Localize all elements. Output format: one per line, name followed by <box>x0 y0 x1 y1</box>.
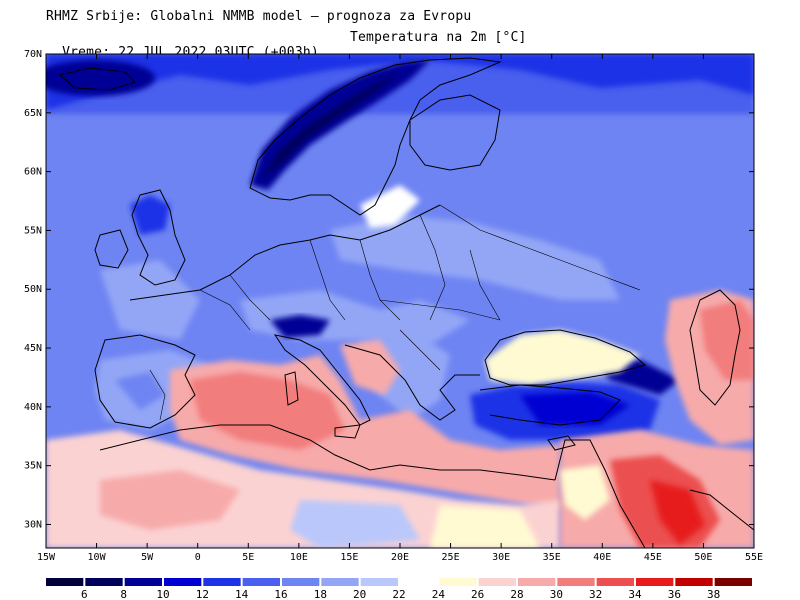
lon-tick-label: 35E <box>543 552 561 563</box>
parameter-name: Temperatura na 2m [°C] <box>350 30 527 45</box>
colorbar-swatch <box>360 578 398 586</box>
lon-tick-label: 15E <box>340 552 358 563</box>
colorbar: 6 8 10 12 14 16 18 20 22 24 26 28 30 32 34 36 38 <box>46 578 752 600</box>
colorbar-swatch <box>596 578 634 586</box>
colorbar-label: 24 <box>432 588 446 600</box>
colorbar-swatch <box>478 578 516 586</box>
colorbar-label: 14 <box>235 588 249 600</box>
colorbar-swatch <box>85 578 123 586</box>
lon-tick-label: 45E <box>644 552 662 563</box>
colorbar-swatch <box>164 578 202 586</box>
lon-tick-label: 20E <box>391 552 409 563</box>
latitude-labels: 70N 65N 60N 55N 50N 45N 40N 35N 30N <box>24 49 42 530</box>
lon-tick-label: 10W <box>88 552 107 563</box>
colorbar-swatch <box>518 578 556 586</box>
lon-tick-label: 25E <box>442 552 460 563</box>
longitude-ticks <box>45 54 755 548</box>
lat-tick-label: 30N <box>24 519 42 530</box>
colorbar-label: 36 <box>668 588 681 600</box>
lon-tick-label: 30E <box>492 552 510 563</box>
colorbar-label: 22 <box>392 588 405 600</box>
lat-tick-label: 70N <box>24 49 42 60</box>
lat-tick-label: 40N <box>24 402 42 413</box>
colorbar-swatch <box>714 578 752 586</box>
lon-tick-label: 50E <box>694 552 712 563</box>
country-borders <box>149 204 641 421</box>
colorbar-swatch <box>321 578 359 586</box>
lon-tick-label: 40E <box>593 552 611 563</box>
colorbar-swatch <box>557 578 595 586</box>
colorbar-swatch <box>124 578 162 586</box>
colorbar-label: 28 <box>510 588 523 600</box>
colorbar-label: 32 <box>589 588 602 600</box>
colorbar-label: 10 <box>156 588 169 600</box>
colorbar-label: 16 <box>274 588 287 600</box>
lon-tick-label: 15W <box>37 552 56 563</box>
colorbar-label: 34 <box>628 588 642 600</box>
colorbar-label: 30 <box>550 588 563 600</box>
colorbar-label: 26 <box>471 588 484 600</box>
longitude-labels: 15W 10W 5W 0 5E 10E 15E 20E 25E 30E 35E 40E 45E 50E 55… <box>37 552 763 563</box>
coastlines <box>58 57 754 548</box>
lon-tick-label: 0 <box>195 552 201 563</box>
lat-tick-label: 45N <box>24 343 42 354</box>
latitude-ticks <box>46 53 754 525</box>
lat-tick-label: 50N <box>24 284 42 295</box>
lon-tick-label: 55E <box>745 552 763 563</box>
colorbar-label: 12 <box>196 588 209 600</box>
lat-tick-label: 60N <box>24 167 42 178</box>
lon-tick-label: 5E <box>242 552 254 563</box>
colorbar-swatch <box>242 578 280 586</box>
colorbar-label: 18 <box>314 588 327 600</box>
lat-tick-label: 55N <box>24 225 42 236</box>
colorbar-label: 20 <box>353 588 366 600</box>
colorbar-swatch <box>203 578 241 586</box>
colorbar-label: 6 <box>81 588 88 600</box>
colorbar-swatch <box>46 578 84 586</box>
temperature-field <box>46 54 754 548</box>
lat-tick-label: 65N <box>24 108 42 119</box>
colorbar-label: 8 <box>120 588 127 600</box>
colorbar-swatch <box>400 578 438 586</box>
colorbar-swatch <box>439 578 477 586</box>
colorbar-label: 38 <box>707 588 720 600</box>
lon-tick-label: 10E <box>290 552 308 563</box>
colorbar-swatch <box>282 578 320 586</box>
lat-tick-label: 35N <box>24 461 42 472</box>
lon-tick-label: 5W <box>141 552 154 563</box>
colorbar-swatch <box>675 578 713 586</box>
chart-title: RHMZ Srbije: Globalni NMMB model — progn… <box>46 9 472 24</box>
colorbar-swatch <box>636 578 674 586</box>
